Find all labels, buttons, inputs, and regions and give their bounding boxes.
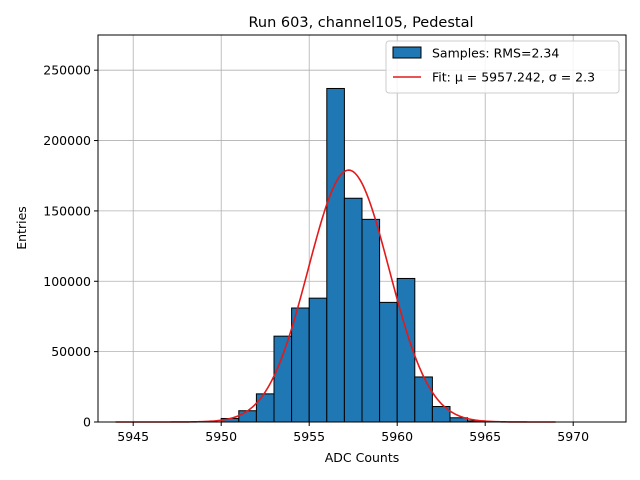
x-axis-ticks: 5945 5950 5955 5960 5965 5970: [117, 422, 589, 444]
histogram-bar: [308, 297, 328, 423]
y-axis-ticks: 0 50000 100000 150000 200000 250000: [43, 63, 98, 430]
histogram-bar: [343, 197, 363, 423]
x-tick-label: 5965: [469, 429, 501, 444]
histogram-bar: [414, 376, 433, 423]
y-tick-label: 50000: [51, 344, 91, 359]
x-tick-label: 5945: [117, 429, 149, 444]
x-axis-label: ADC Counts: [325, 450, 400, 465]
legend-fit-label: Fit: μ = 5957.242, σ = 2.3: [432, 70, 595, 85]
x-tick-label: 5955: [293, 429, 325, 444]
histogram-bar: [361, 218, 381, 423]
x-tick-label: 5970: [557, 429, 589, 444]
y-tick-label: 100000: [43, 274, 91, 289]
y-tick-label: 0: [83, 415, 91, 430]
y-axis-label: Entries: [14, 206, 29, 250]
plot-frame: [97, 34, 627, 423]
legend-histogram-swatch: [392, 46, 422, 59]
x-tick-label: 5950: [205, 429, 237, 444]
histogram-bar: [255, 393, 275, 423]
histogram-bar: [238, 410, 257, 423]
legend-box: [385, 40, 620, 94]
y-tick-label: 250000: [43, 63, 91, 78]
y-tick-label: 150000: [43, 203, 91, 218]
histogram-bar: [273, 335, 293, 423]
histogram-bar: [291, 307, 310, 423]
x-tick-label: 5960: [381, 429, 413, 444]
chart-title: Run 603, channel105, Pedestal: [248, 15, 473, 31]
histogram-bars: [220, 87, 486, 423]
legend-histogram-label: Samples: RMS=2.34: [432, 46, 559, 61]
legend: Samples: RMS=2.34 Fit: μ = 5957.242, σ =…: [385, 40, 620, 94]
y-tick-label: 200000: [43, 133, 91, 148]
histogram-bar: [326, 87, 345, 423]
histogram-bar: [379, 301, 398, 423]
